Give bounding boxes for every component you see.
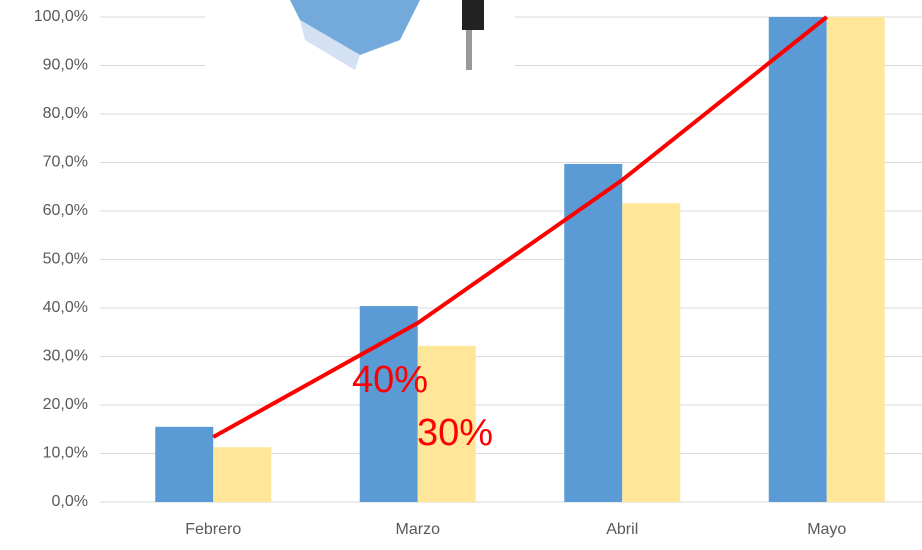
y-tick-label: 100,0% [34,8,88,25]
y-tick-label: 40,0% [43,299,88,316]
bar [359,306,418,502]
bar [768,17,827,502]
bar [826,17,885,502]
x-tick-label: Mayo [807,521,846,538]
y-tick-label: 50,0% [43,251,88,268]
y-tick-label: 10,0% [43,445,88,462]
bar [417,345,476,502]
bar [155,426,214,502]
bar [564,163,623,502]
bar [213,447,272,502]
x-tick-label: Marzo [396,521,441,538]
y-tick-label: 0,0% [52,493,88,510]
y-tick-label: 60,0% [43,202,88,219]
x-tick-label: Abril [606,521,638,538]
y-tick-label: 70,0% [43,154,88,171]
bar [622,203,681,503]
picture [205,0,515,75]
line [212,15,828,439]
y-tick-label: 30,0% [43,348,88,365]
annotation: 30% [417,412,493,454]
y-tick-label: 20,0% [43,396,88,413]
y-tick-label: 80,0% [43,105,88,122]
y-tick-label: 90,0% [43,57,88,74]
annotation: 40% [352,359,428,401]
x-tick-label: Febrero [185,521,241,538]
